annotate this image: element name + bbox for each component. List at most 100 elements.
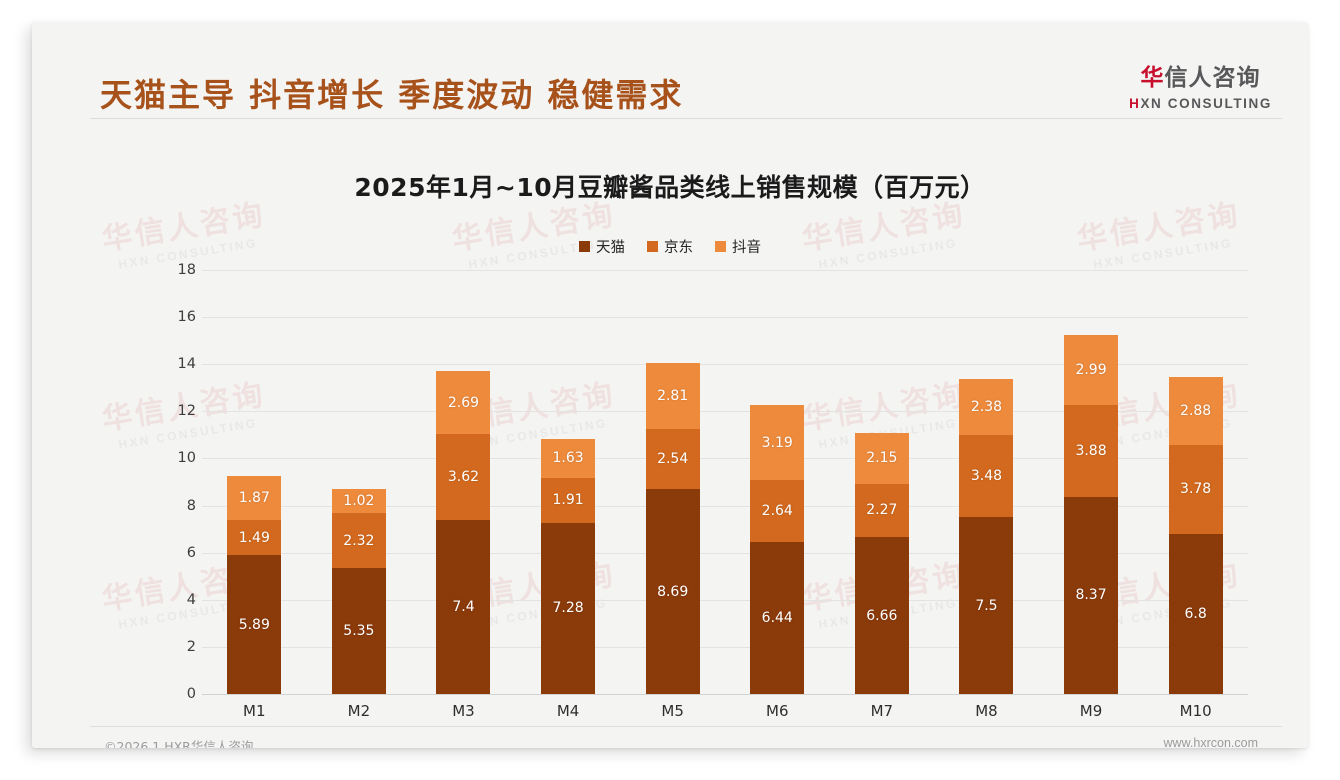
bar-segment-抖音[interactable]: 2.69 bbox=[436, 371, 491, 435]
bar-segment-天猫[interactable]: 5.89 bbox=[227, 555, 282, 694]
bar-segment-天猫[interactable]: 6.8 bbox=[1168, 533, 1223, 694]
stacked-bar[interactable]: 2.69 3.62 7.4 bbox=[436, 371, 491, 694]
y-axis-tick: 2 bbox=[186, 638, 196, 655]
bar-segment-天猫[interactable]: 8.37 bbox=[1064, 496, 1119, 694]
bar-segment-京东[interactable]: 1.91 bbox=[541, 477, 596, 523]
bar-segment-天猫[interactable]: 7.4 bbox=[436, 519, 491, 694]
bar-column[interactable]: 1.02 2.32 5.35 bbox=[307, 270, 412, 694]
bar-segment-天猫[interactable]: 6.66 bbox=[854, 537, 909, 694]
gridline bbox=[202, 646, 1248, 648]
y-axis-tick: 14 bbox=[177, 356, 196, 373]
bar-segment-抖音[interactable]: 2.15 bbox=[854, 433, 909, 484]
bar-segment-京东[interactable]: 3.62 bbox=[436, 434, 491, 520]
bar-segment-京东[interactable]: 1.49 bbox=[227, 520, 282, 556]
bar-column[interactable]: 1.63 1.91 7.28 bbox=[516, 270, 621, 694]
footer-divider bbox=[90, 726, 1282, 727]
bar-segment-京东[interactable]: 3.88 bbox=[1064, 405, 1119, 497]
chart-plot-area: 18 16 14 12 10 8 6 4 2 0 1.87 1.49 5.89 1.02 2.32 5.35… bbox=[177, 262, 1248, 720]
legend-label: 抖音 bbox=[732, 240, 761, 256]
bar-segment-抖音[interactable]: 2.81 bbox=[645, 363, 700, 430]
legend-item-2[interactable]: 抖音 bbox=[715, 236, 761, 257]
legend-label: 京东 bbox=[664, 240, 693, 256]
bar-segment-京东[interactable]: 2.64 bbox=[750, 480, 805, 543]
x-axis-label: M9 bbox=[1079, 702, 1103, 720]
legend-swatch-icon bbox=[579, 241, 590, 252]
gridline bbox=[202, 317, 1248, 319]
slide-footer: ©2026.1 HXR华信人咨询 www.hxrcon.com bbox=[32, 734, 1308, 748]
bar-group: 1.87 1.49 5.89 1.02 2.32 5.35 2.69 3.62 7.4 1.63 1… bbox=[202, 270, 1248, 694]
x-axis-label: M4 bbox=[556, 702, 580, 720]
y-axis-tick: 12 bbox=[177, 403, 196, 420]
gridline bbox=[202, 505, 1248, 507]
x-axis-label: M10 bbox=[1179, 702, 1212, 720]
bar-segment-抖音[interactable]: 2.88 bbox=[1168, 376, 1223, 445]
bar-column[interactable]: 3.19 2.64 6.44 bbox=[725, 270, 830, 694]
stacked-bar[interactable]: 2.99 3.88 8.37 bbox=[1064, 335, 1119, 694]
bar-column[interactable]: 2.15 2.27 6.66 bbox=[830, 270, 935, 694]
bar-segment-京东[interactable]: 2.32 bbox=[331, 513, 386, 568]
bar-column[interactable]: 1.87 1.49 5.89 bbox=[202, 270, 307, 694]
legend-label: 天猫 bbox=[596, 240, 625, 256]
gridline bbox=[202, 364, 1248, 366]
logo-english-text: HXN CONSULTING bbox=[1129, 96, 1272, 111]
bar-segment-抖音[interactable]: 3.19 bbox=[750, 405, 805, 481]
stacked-bar[interactable]: 1.63 1.91 7.28 bbox=[541, 439, 596, 694]
bar-segment-天猫[interactable]: 7.5 bbox=[959, 517, 1014, 694]
y-axis-tick: 4 bbox=[186, 591, 196, 608]
x-axis-label: M2 bbox=[347, 702, 371, 720]
bar-segment-天猫[interactable]: 5.35 bbox=[331, 567, 386, 694]
stacked-bar[interactable]: 3.19 2.64 6.44 bbox=[750, 405, 805, 694]
bar-segment-抖音[interactable]: 2.99 bbox=[1064, 335, 1119, 406]
legend-item-0[interactable]: 天猫 bbox=[579, 236, 625, 257]
bar-segment-抖音[interactable]: 1.87 bbox=[227, 476, 282, 521]
stacked-bar[interactable]: 1.02 2.32 5.35 bbox=[331, 489, 386, 694]
x-axis-label: M5 bbox=[661, 702, 684, 720]
legend-item-1[interactable]: 京东 bbox=[647, 236, 693, 257]
gridline bbox=[202, 411, 1248, 413]
y-axis-tick: 0 bbox=[186, 686, 196, 702]
x-axis-label: M8 bbox=[975, 702, 998, 720]
stacked-bar[interactable]: 2.38 3.48 7.5 bbox=[959, 379, 1014, 694]
y-axis-tick: 8 bbox=[186, 497, 196, 514]
y-axis-tick: 18 bbox=[177, 262, 196, 278]
legend-swatch-icon bbox=[647, 241, 658, 252]
bar-segment-天猫[interactable]: 8.69 bbox=[645, 489, 700, 694]
footer-copyright: ©2026.1 HXR华信人咨询 bbox=[104, 739, 254, 748]
x-axis-label: M7 bbox=[870, 702, 894, 720]
bar-segment-京东[interactable]: 3.78 bbox=[1168, 444, 1223, 534]
logo-cn-red-char: 华 bbox=[1140, 65, 1165, 91]
stacked-bar[interactable]: 2.15 2.27 6.66 bbox=[854, 433, 909, 694]
gridline bbox=[202, 552, 1248, 554]
y-axis-tick: 16 bbox=[177, 309, 196, 326]
stacked-bar[interactable]: 2.81 2.54 8.69 bbox=[645, 363, 700, 694]
bar-segment-京东[interactable]: 2.27 bbox=[854, 483, 909, 538]
page-title: 天猫主导 抖音增长 季度波动 稳健需求 bbox=[100, 76, 684, 114]
slide-card: 华信人咨询 HXN CONSULTING 华信人咨询 HXN CONSULTING 华信… bbox=[32, 22, 1308, 748]
bar-segment-京东[interactable]: 3.48 bbox=[959, 435, 1014, 518]
bar-segment-抖音[interactable]: 1.02 bbox=[331, 489, 386, 514]
stacked-bar[interactable]: 2.88 3.78 6.8 bbox=[1168, 376, 1223, 694]
bar-column[interactable]: 2.38 3.48 7.5 bbox=[934, 270, 1039, 694]
bar-segment-天猫[interactable]: 6.44 bbox=[750, 542, 805, 694]
x-axis-label: M1 bbox=[243, 702, 266, 720]
bar-segment-抖音[interactable]: 2.38 bbox=[959, 379, 1014, 436]
y-axis-tick: 6 bbox=[186, 544, 196, 561]
stacked-bar[interactable]: 1.87 1.49 5.89 bbox=[227, 476, 282, 694]
bar-column[interactable]: 2.81 2.54 8.69 bbox=[620, 270, 725, 694]
bar-column[interactable]: 2.99 3.88 8.37 bbox=[1039, 270, 1144, 694]
bar-column[interactable]: 2.88 3.78 6.8 bbox=[1143, 270, 1248, 694]
bar-segment-抖音[interactable]: 1.63 bbox=[541, 439, 596, 478]
footer-website: www.hxrcon.com bbox=[1163, 736, 1258, 748]
gridline bbox=[202, 599, 1248, 601]
bar-segment-京东[interactable]: 2.54 bbox=[645, 429, 700, 490]
logo-cn-rest: 信人咨询 bbox=[1164, 65, 1261, 91]
logo-en-rest: XN CONSULTING bbox=[1140, 96, 1272, 111]
bar-segment-天猫[interactable]: 7.28 bbox=[541, 522, 596, 694]
company-logo: 华信人咨询 HXN CONSULTING bbox=[1129, 58, 1272, 111]
gridline bbox=[202, 694, 1248, 695]
bar-column[interactable]: 2.69 3.62 7.4 bbox=[411, 270, 516, 694]
x-axis-label: M3 bbox=[452, 702, 475, 720]
legend-swatch-icon bbox=[715, 241, 726, 252]
gridline bbox=[202, 458, 1248, 460]
x-axis-labels: M1 M2 M3 M4 M5 M6 M7 M8 M9 M10 bbox=[202, 694, 1248, 728]
